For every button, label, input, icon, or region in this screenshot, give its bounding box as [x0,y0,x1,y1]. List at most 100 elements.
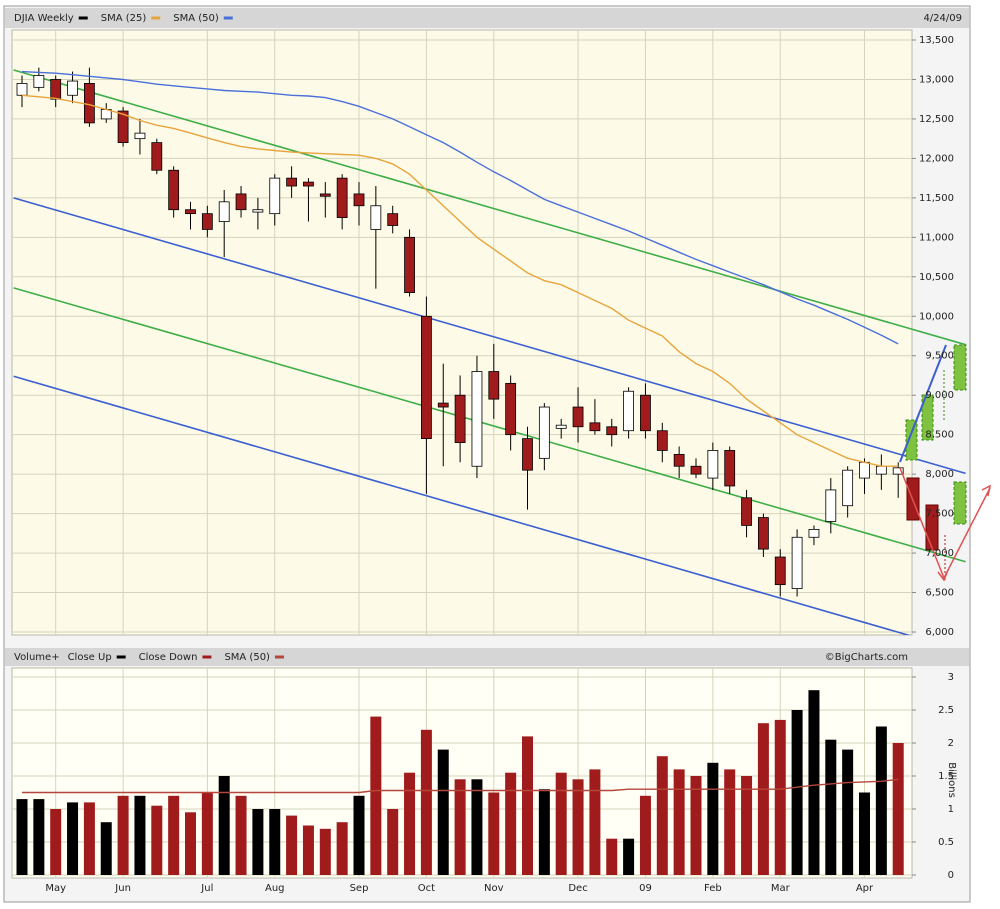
volume-bar [100,822,112,875]
candle-body [555,424,567,429]
x-tick-label: Apr [856,883,874,894]
volume-bar [589,769,601,875]
candle-body [825,489,837,522]
candle-body [791,536,803,589]
volume-bar [218,776,230,875]
legend-label: SMA (50) [224,652,270,663]
projection-arrow-head [981,484,992,497]
x-tick-label: Feb [704,883,722,894]
trend-line [13,69,966,346]
candle-body [488,371,500,400]
volume-bar [83,802,95,875]
candle-body [589,422,601,432]
volume-bar [656,756,668,875]
y-tick-label: 0 [948,870,954,881]
volume-bar [842,749,854,875]
volume-bar [201,792,213,875]
sma-line [21,70,899,345]
projection-box [953,481,967,525]
volume-bar [67,802,79,875]
x-tick-label: Jun [114,883,131,894]
candle-body [505,382,517,436]
volume-bar [673,769,685,875]
volume-bar [252,809,264,875]
candle-body [707,450,719,479]
y-tick-label: 1.5 [938,771,954,782]
x-tick-label: Mar [771,883,791,894]
candle-body [117,110,129,144]
trend-line [13,375,911,635]
volume-bar [286,815,298,875]
x-tick-label: Sep [350,883,369,894]
candle-body [185,209,196,215]
sma-line [22,778,899,794]
volume-bar [319,828,331,875]
candle-body [84,83,95,124]
candle-body [774,556,786,586]
volume-bar [707,762,719,875]
volume-bar [151,805,163,875]
candle-body [235,193,247,211]
projection-annotation [899,344,992,582]
candle-body [67,80,78,96]
y-tick-label: 2.5 [938,705,954,716]
volume-bar [505,772,517,875]
trend-lines [13,69,966,635]
copyright: ©BigCharts.com [825,652,908,663]
candle-body [201,213,213,230]
y-tick-label: 0.5 [938,837,954,848]
candle-body [842,469,854,507]
candle-body [640,394,651,432]
volume-bar [522,736,533,875]
volume-bar [892,743,904,875]
volume-bar [639,795,651,875]
candle-body [690,465,702,475]
candle-body [471,371,483,467]
projection-box [953,344,967,391]
volume-bar [302,825,314,875]
candle-body [538,406,550,459]
volume-bar [488,792,500,875]
data [16,67,904,875]
projection-arrow [899,344,947,463]
y-tick-label: 12,500 [919,114,954,125]
legend-label: Close Down [139,652,198,663]
y-tick-label: 8,500 [925,430,954,441]
candle-body [741,497,752,526]
volume-bar [50,809,62,875]
candle-body [572,406,584,428]
candle-body [875,465,887,475]
volume-bar [471,779,483,875]
y-tick-label: 9,000 [925,390,954,401]
legend-label: Close Up [68,652,112,663]
candle-body [437,402,449,408]
candle-body [370,205,382,230]
header-band [5,8,969,28]
price-plot-area [11,29,913,636]
y-tick-label: 13,500 [919,35,954,46]
candle-body [286,177,298,187]
x-tick-label: Jul [200,883,213,894]
candle-body [758,517,769,550]
volume-bar [437,749,449,875]
y-tick-label: 11,000 [919,232,954,243]
candle-body [336,177,348,218]
volume-bar [134,795,146,875]
volume-bar [185,812,196,875]
x-tick-label: Dec [568,883,587,894]
legend-label: SMA (50) [173,13,219,24]
x-tick-label: Aug [265,883,285,894]
candle-body [859,461,870,479]
candle-body [303,181,314,187]
candle-body [522,438,533,471]
candle-body [623,390,634,432]
volume-bar [269,809,281,875]
candle-body [404,236,415,293]
projection-box [921,394,934,441]
y-tick-label: 8,000 [925,469,954,480]
legend-label: SMA (25) [101,13,147,24]
volume-bar [724,769,736,875]
candle-body [134,132,146,140]
